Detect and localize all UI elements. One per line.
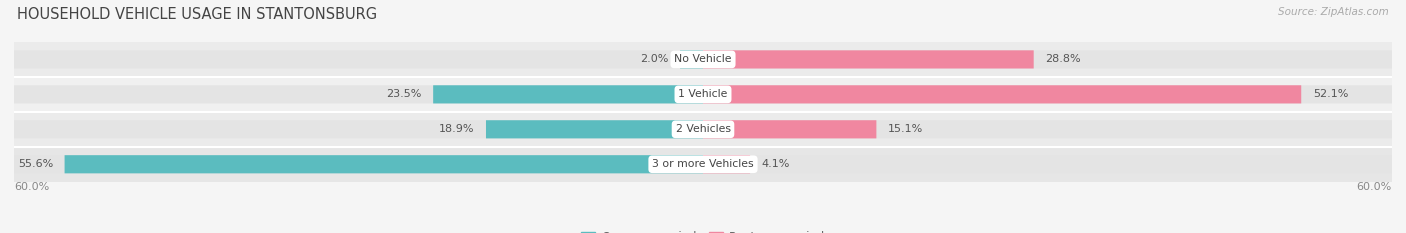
- Text: 4.1%: 4.1%: [762, 159, 790, 169]
- FancyBboxPatch shape: [14, 147, 1392, 182]
- FancyBboxPatch shape: [703, 50, 1033, 69]
- Text: 52.1%: 52.1%: [1313, 89, 1348, 99]
- Text: 18.9%: 18.9%: [439, 124, 474, 134]
- FancyBboxPatch shape: [433, 85, 703, 103]
- FancyBboxPatch shape: [703, 85, 1301, 103]
- FancyBboxPatch shape: [14, 42, 1392, 77]
- Text: 2.0%: 2.0%: [640, 55, 669, 64]
- FancyBboxPatch shape: [65, 155, 703, 173]
- Text: 15.1%: 15.1%: [887, 124, 924, 134]
- Text: 55.6%: 55.6%: [18, 159, 53, 169]
- FancyBboxPatch shape: [14, 77, 1392, 112]
- Text: 60.0%: 60.0%: [1357, 182, 1392, 192]
- Text: 23.5%: 23.5%: [387, 89, 422, 99]
- Text: 28.8%: 28.8%: [1045, 55, 1081, 64]
- FancyBboxPatch shape: [486, 120, 703, 138]
- FancyBboxPatch shape: [703, 155, 749, 173]
- FancyBboxPatch shape: [14, 120, 1392, 138]
- Legend: Owner-occupied, Renter-occupied: Owner-occupied, Renter-occupied: [576, 226, 830, 233]
- FancyBboxPatch shape: [14, 112, 1392, 147]
- Text: Source: ZipAtlas.com: Source: ZipAtlas.com: [1278, 7, 1389, 17]
- FancyBboxPatch shape: [14, 85, 1392, 103]
- Text: 1 Vehicle: 1 Vehicle: [678, 89, 728, 99]
- Text: 2 Vehicles: 2 Vehicles: [675, 124, 731, 134]
- FancyBboxPatch shape: [703, 120, 876, 138]
- FancyBboxPatch shape: [14, 50, 1392, 69]
- FancyBboxPatch shape: [681, 50, 703, 69]
- Text: 3 or more Vehicles: 3 or more Vehicles: [652, 159, 754, 169]
- Text: 60.0%: 60.0%: [14, 182, 49, 192]
- FancyBboxPatch shape: [14, 155, 1392, 173]
- Text: No Vehicle: No Vehicle: [675, 55, 731, 64]
- Text: HOUSEHOLD VEHICLE USAGE IN STANTONSBURG: HOUSEHOLD VEHICLE USAGE IN STANTONSBURG: [17, 7, 377, 22]
